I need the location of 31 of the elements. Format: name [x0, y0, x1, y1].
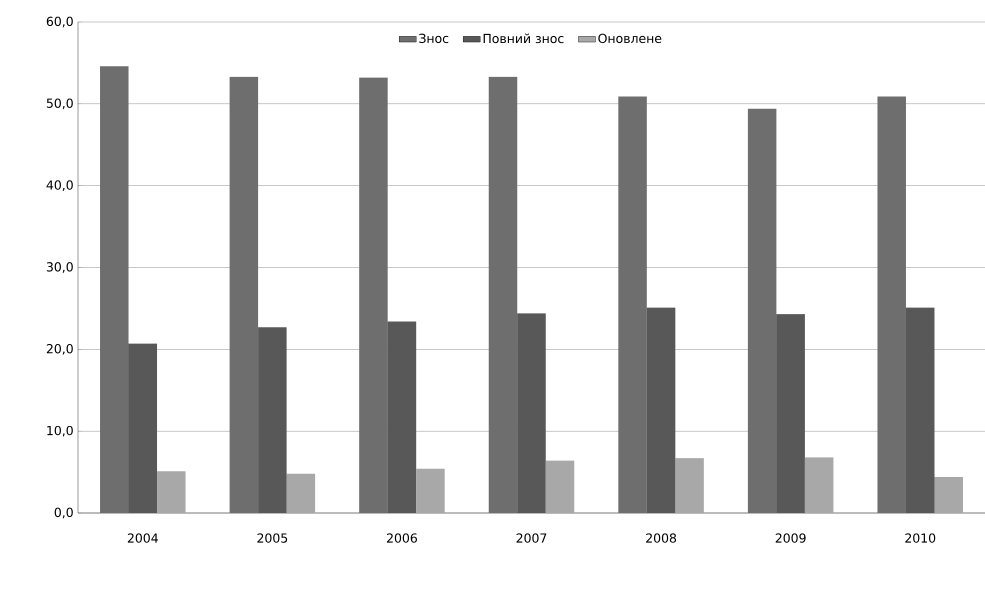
bar [517, 313, 546, 513]
bar [646, 308, 676, 513]
bar [675, 458, 704, 513]
bar [776, 314, 805, 513]
x-tick-label: 2008 [646, 533, 676, 543]
x-tick-label: 2005 [257, 533, 288, 543]
y-tick-label: 50,0 [46, 98, 73, 110]
x-tick-label: 2009 [776, 533, 806, 543]
bar [258, 327, 287, 513]
legend-label: Знос [419, 34, 448, 44]
x-tick-label: 2006 [386, 533, 417, 543]
bar [286, 474, 316, 513]
legend-label: Повний знос [484, 34, 564, 44]
y-tick-label: 60,0 [46, 16, 73, 28]
bar [388, 322, 416, 513]
y-tick-label: 0,0 [54, 508, 73, 518]
bar [804, 457, 834, 513]
bar [546, 460, 574, 513]
x-tick-label: 2007 [516, 533, 546, 543]
x-tick-label: 2004 [128, 533, 158, 543]
bar [128, 344, 158, 513]
x-tick-label: 2010 [905, 533, 936, 543]
y-tick-label: 40,0 [46, 180, 73, 192]
bar [416, 468, 445, 513]
legend-label: Оновлене [598, 34, 662, 44]
y-tick-label: 30,0 [46, 262, 73, 273]
bar [906, 308, 934, 513]
bar [934, 476, 963, 513]
y-tick-label: 10,0 [47, 426, 73, 437]
bar [157, 471, 186, 513]
y-tick-label: 20,0 [46, 344, 73, 355]
